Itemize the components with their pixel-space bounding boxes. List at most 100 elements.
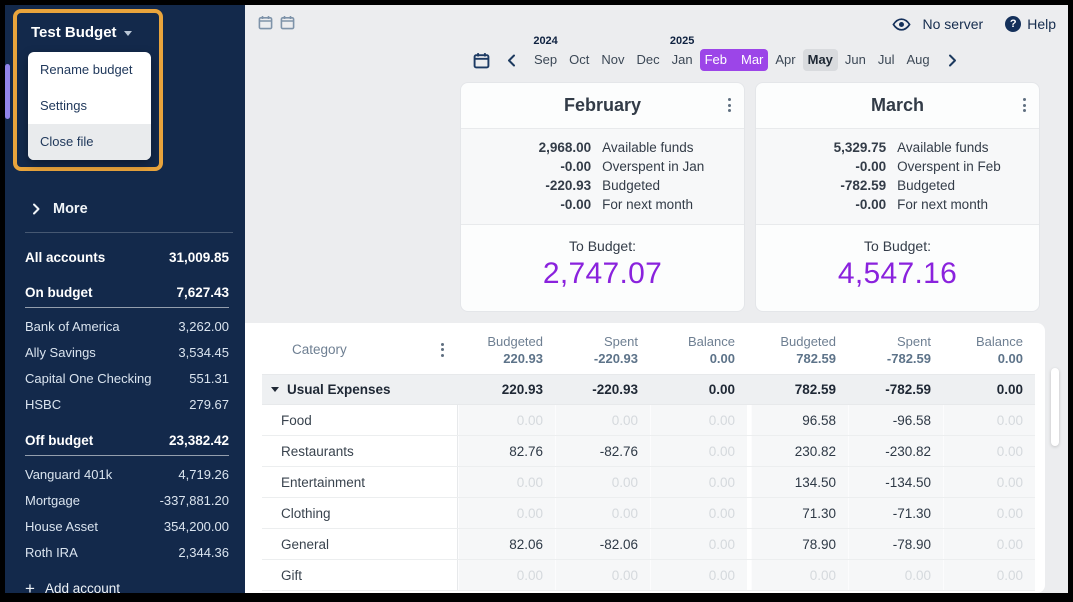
category-name[interactable]: Entertainment	[262, 467, 458, 497]
spent-cell[interactable]: 0.00	[555, 498, 650, 528]
balance-cell[interactable]: 0.00	[650, 436, 747, 466]
balance-cell[interactable]: 0.00	[650, 467, 747, 497]
spent-cell[interactable]: -78.90	[848, 529, 943, 559]
month-divider	[747, 529, 751, 559]
spent-cell[interactable]: 0.00	[555, 467, 650, 497]
add-account-button[interactable]: + Add account	[25, 580, 229, 597]
summary-row: -0.00 Overspent in Feb	[756, 157, 1039, 176]
budgeted-cell[interactable]: 71.30	[751, 498, 848, 528]
to-budget-amount[interactable]: 4,547.16	[837, 257, 958, 290]
balance-cell[interactable]: 0.00	[650, 529, 747, 559]
sidebar-item-more[interactable]: More	[5, 201, 245, 217]
month-aug[interactable]: Aug	[902, 49, 935, 71]
category-group-row[interactable]: Usual Expenses 220.93 -220.93 0.00 782.5…	[262, 375, 1035, 405]
spent-cell[interactable]: 0.00	[848, 560, 943, 590]
spent-cell[interactable]: -230.82	[848, 436, 943, 466]
month-jul[interactable]: Jul	[873, 49, 900, 71]
month-dec[interactable]: Dec	[632, 49, 665, 71]
month-apr[interactable]: Apr	[770, 49, 800, 71]
account-row[interactable]: Roth IRA 2,344.36	[25, 539, 229, 565]
balance-cell[interactable]: 0.00	[943, 529, 1035, 559]
category-name[interactable]: General	[262, 529, 458, 559]
next-months-button[interactable]	[948, 54, 957, 67]
budgeted-cell[interactable]: 96.58	[751, 405, 848, 435]
month-divider	[747, 498, 751, 528]
month-menu-icon[interactable]	[1023, 98, 1026, 112]
sidebar-item-on-budget[interactable]: On budget 7,627.43	[25, 285, 229, 308]
month-jan[interactable]: 2025 Jan	[667, 35, 698, 71]
account-balance: 2,344.36	[178, 544, 229, 560]
month-oct[interactable]: Oct	[564, 49, 594, 71]
account-row[interactable]: Ally Savings 3,534.45	[25, 339, 229, 365]
balance-cell[interactable]: 0.00	[650, 498, 747, 528]
spent-cell[interactable]: 0.00	[555, 405, 650, 435]
spent-cell[interactable]: -134.50	[848, 467, 943, 497]
collapse-arrow-icon[interactable]	[271, 387, 279, 392]
balance-cell[interactable]: 0.00	[650, 560, 747, 590]
sidebar-item-off-budget[interactable]: Off budget 23,382.42	[25, 433, 229, 456]
category-name[interactable]: Gift	[262, 560, 458, 590]
budgeted-cell[interactable]: 0.00	[458, 467, 555, 497]
budgeted-cell[interactable]: 134.50	[751, 467, 848, 497]
category-menu-icon[interactable]	[441, 342, 444, 357]
more-label: More	[53, 201, 88, 217]
to-budget-amount[interactable]: 2,747.07	[542, 257, 663, 290]
month-menu-icon[interactable]	[728, 98, 731, 112]
budgeted-cell[interactable]: 82.06	[458, 529, 555, 559]
help-button[interactable]: ? Help	[1005, 16, 1056, 32]
month-may-current[interactable]: May	[802, 49, 838, 71]
account-row[interactable]: Mortgage -337,881.20	[25, 487, 229, 513]
spent-cell[interactable]: 0.00	[555, 560, 650, 590]
sidebar-item-all-accounts[interactable]: All accounts 31,009.85	[25, 250, 229, 269]
two-month-view-icon[interactable]	[280, 15, 295, 35]
account-row[interactable]: Vanguard 401k 4,719.26	[25, 461, 229, 487]
menu-item-rename-budget[interactable]: Rename budget	[40, 62, 133, 77]
summary-value: 5,329.75	[833, 140, 887, 155]
category-name[interactable]: Food	[262, 405, 458, 435]
balance-cell[interactable]: 0.00	[943, 498, 1035, 528]
budgeted-cell[interactable]: 0.00	[458, 498, 555, 528]
group-balance-total: 0.00	[996, 382, 1023, 397]
account-row[interactable]: House Asset 354,200.00	[25, 513, 229, 539]
budgeted-cell[interactable]: 230.82	[751, 436, 848, 466]
month-sep[interactable]: 2024 Sep	[529, 35, 562, 71]
table-scrollbar-thumb[interactable]	[1051, 368, 1059, 446]
spent-cell[interactable]: -71.30	[848, 498, 943, 528]
chevron-down-icon	[123, 31, 132, 36]
budgeted-cell[interactable]: 78.90	[751, 529, 848, 559]
group-balance-total: 0.00	[708, 382, 735, 397]
budgeted-cell[interactable]: 0.00	[458, 560, 555, 590]
balance-cell[interactable]: 0.00	[650, 405, 747, 435]
month-divider	[747, 375, 751, 404]
server-status-button[interactable]: No server	[891, 16, 983, 32]
balance-cell[interactable]: 0.00	[943, 560, 1035, 590]
budgeted-cell[interactable]: 0.00	[458, 405, 555, 435]
month-label: Nov	[601, 52, 625, 67]
balance-cell[interactable]: 0.00	[943, 436, 1035, 466]
spent-cell[interactable]: -82.06	[555, 529, 650, 559]
balance-cell[interactable]: 0.00	[943, 405, 1035, 435]
one-month-view-icon[interactable]	[258, 15, 273, 35]
account-row[interactable]: Bank of America 3,262.00	[25, 313, 229, 339]
previous-months-button[interactable]	[507, 54, 516, 67]
month-feb-selected[interactable]: Feb	[699, 49, 734, 71]
month-jun[interactable]: Jun	[840, 49, 871, 71]
account-balance: 4,719.26	[178, 466, 229, 482]
month-nov[interactable]: Nov	[596, 49, 629, 71]
month-mar-selected[interactable]: Mar	[734, 49, 769, 71]
spent-cell[interactable]: -82.76	[555, 436, 650, 466]
summary-row: 5,329.75 Available funds	[756, 138, 1039, 157]
calendar-icon[interactable]	[473, 52, 490, 69]
spent-cell[interactable]: -96.58	[848, 405, 943, 435]
account-row[interactable]: Capital One Checking 551.31	[25, 365, 229, 391]
account-row[interactable]: HSBC 279.67	[25, 391, 229, 417]
balance-cell[interactable]: 0.00	[943, 467, 1035, 497]
category-name[interactable]: Restaurants	[262, 436, 458, 466]
budget-name-dropdown[interactable]: Test Budget	[17, 13, 159, 50]
budgeted-cell[interactable]: 82.76	[458, 436, 555, 466]
budget-table: Category Budgeted 220.93 Spent -220.93 Bal…	[262, 325, 1035, 591]
budgeted-cell[interactable]: 0.00	[751, 560, 848, 590]
category-name[interactable]: Clothing	[262, 498, 458, 528]
menu-item-settings[interactable]: Settings	[40, 98, 87, 113]
menu-item-close-file[interactable]: Close file	[28, 124, 151, 160]
